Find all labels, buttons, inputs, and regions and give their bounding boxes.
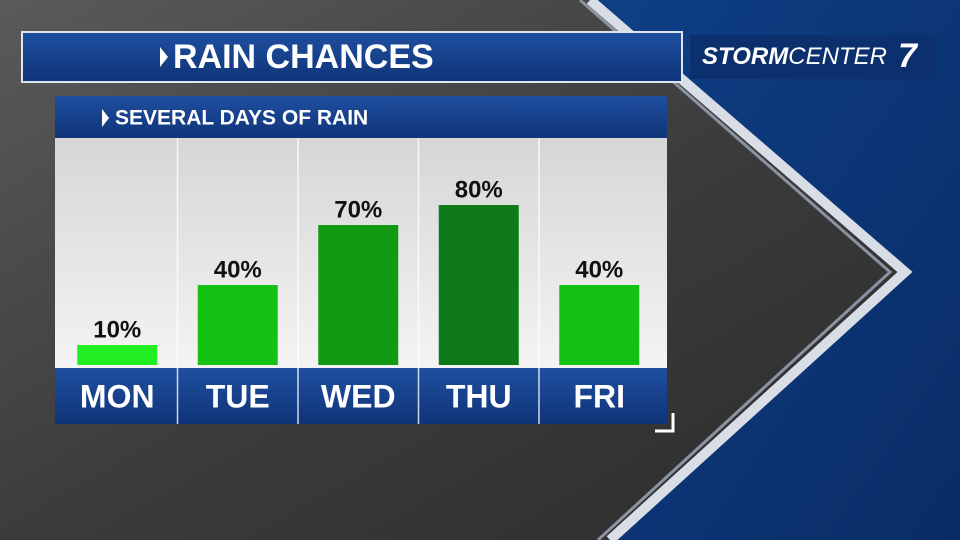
brand: STORMCENTER [702, 43, 887, 70]
brand-part1: STORM [702, 43, 789, 70]
value-label: 80% [455, 176, 503, 203]
x-tick-label: FRI [573, 378, 625, 414]
subtitle: SEVERAL DAYS OF RAIN [115, 107, 368, 130]
brand-part2: CENTER [788, 43, 887, 70]
chart-title: RAIN CHANCES [173, 38, 434, 76]
bar [559, 285, 640, 365]
corner-mark [655, 413, 675, 433]
value-label: 10% [93, 316, 141, 343]
title-arrow [160, 47, 168, 67]
title-bar [21, 31, 683, 83]
value-label: 40% [214, 256, 262, 283]
x-tick-label: TUE [206, 378, 270, 414]
category-bar [55, 368, 667, 424]
blue-panel [590, 0, 960, 540]
bar [318, 225, 399, 365]
x-tick-label: MON [80, 378, 155, 414]
chevron-inner [579, 0, 893, 540]
brand-box [690, 35, 935, 79]
brand-number: 7 [898, 37, 919, 75]
x-tick-label: THU [446, 378, 512, 414]
value-label: 40% [575, 256, 623, 283]
subtitle-arrow [102, 109, 109, 127]
bar [197, 285, 278, 365]
value-label: 70% [334, 196, 382, 223]
subtitle-bar [55, 96, 667, 138]
bar [438, 205, 519, 365]
x-tick-label: WED [321, 378, 396, 414]
chevron [586, 0, 913, 540]
bar [77, 345, 158, 365]
